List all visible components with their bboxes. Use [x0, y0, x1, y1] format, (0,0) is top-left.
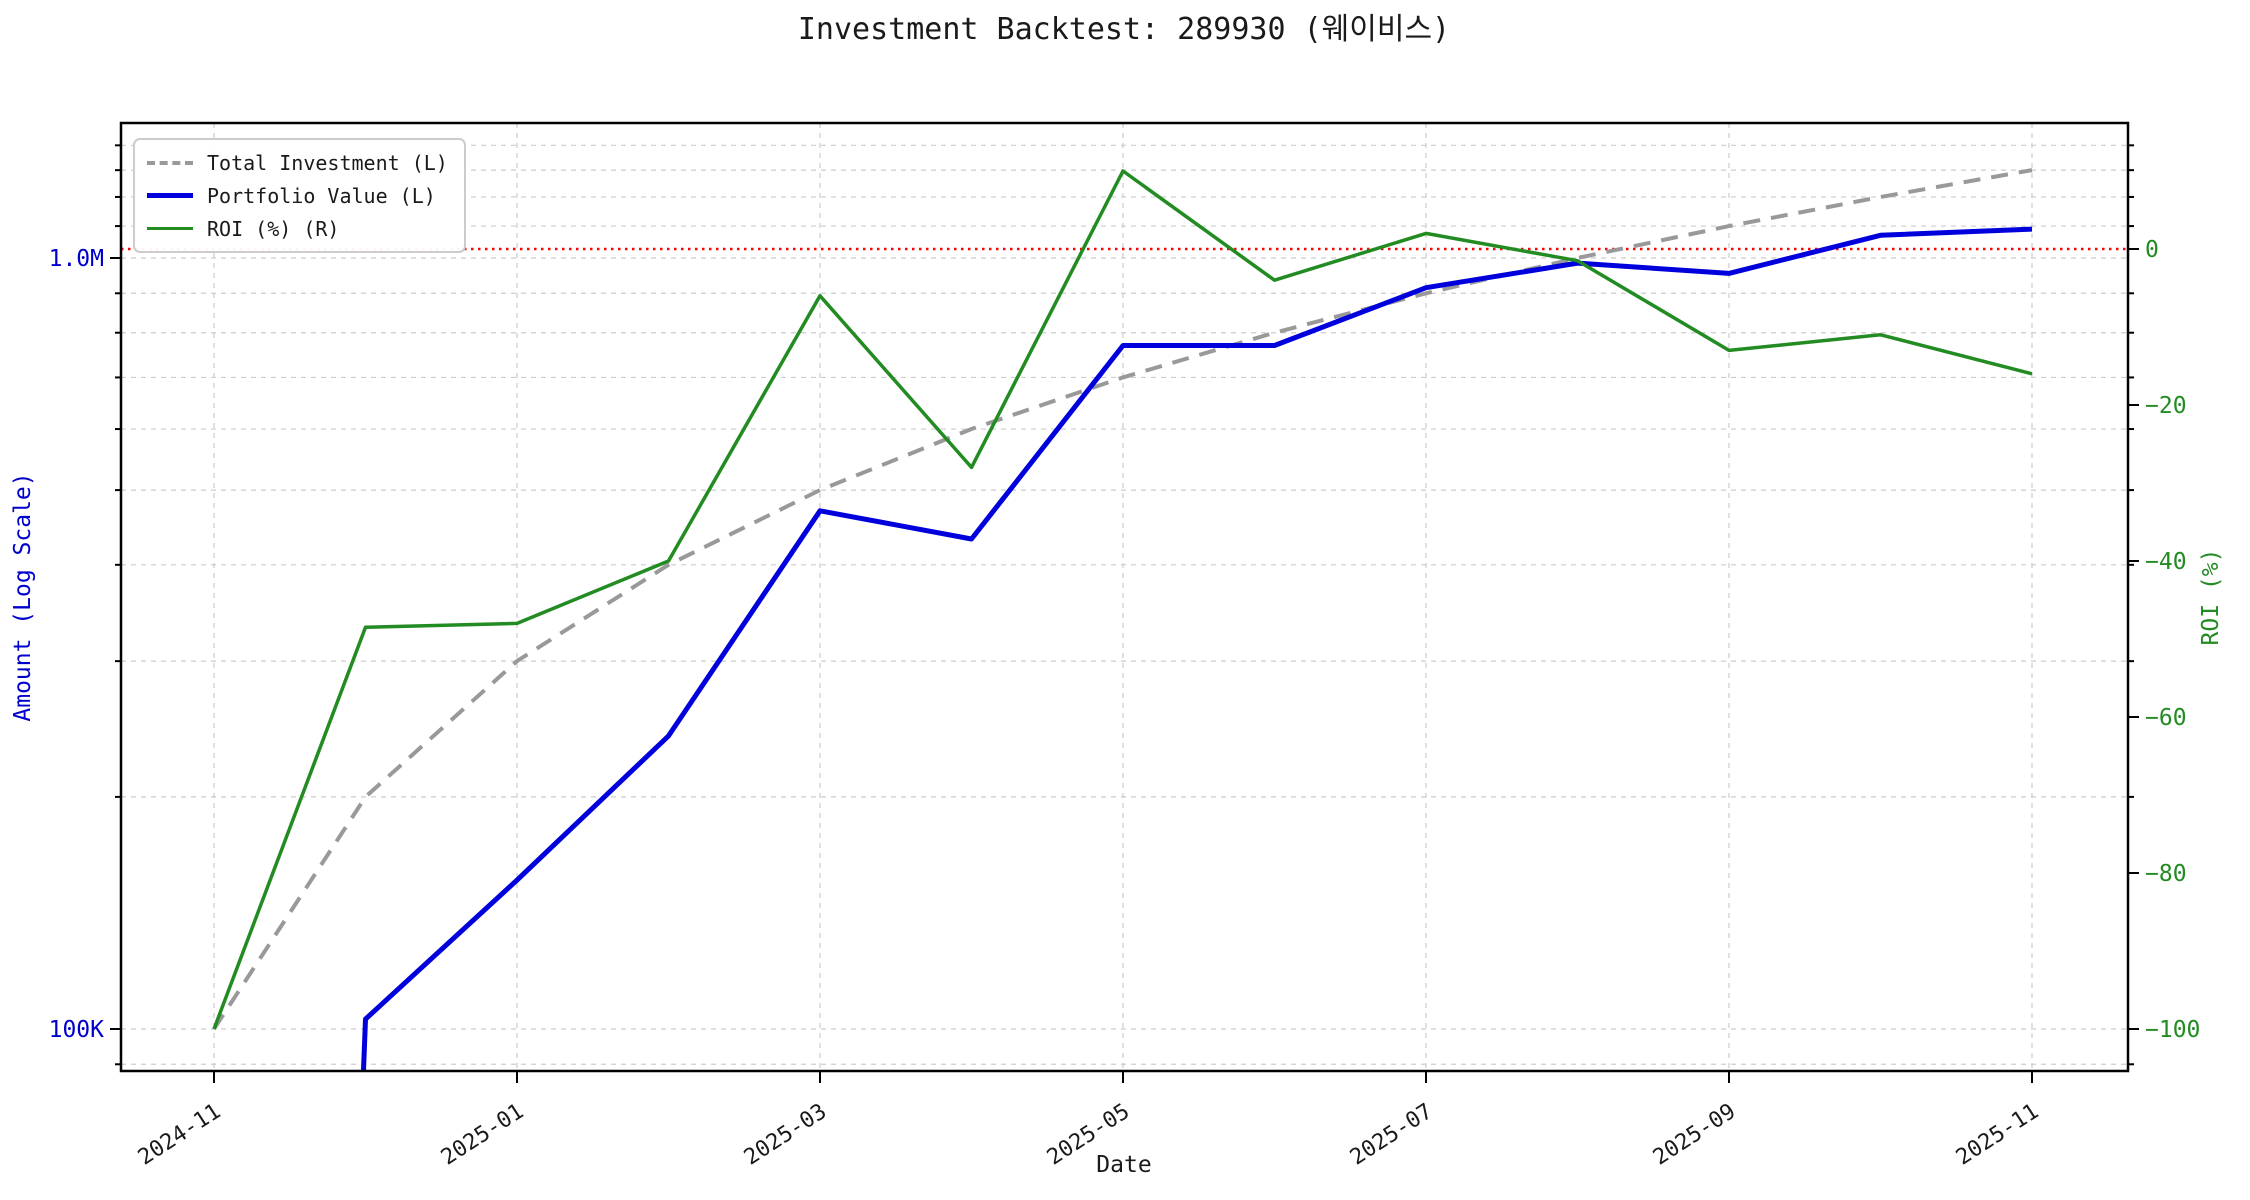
svg-text:−100: −100 — [2145, 1017, 2200, 1043]
svg-text:1.0M: 1.0M — [49, 246, 104, 272]
solid-line-swatch — [147, 193, 193, 198]
svg-text:0: 0 — [2145, 237, 2159, 263]
solid-line-swatch — [147, 227, 193, 230]
x-axis-title: Date — [1096, 1152, 1151, 1178]
legend-label: Portfolio Value (L) — [207, 183, 436, 208]
svg-text:100K: 100K — [49, 1017, 105, 1043]
right-axis-title: ROI (%) — [2198, 549, 2224, 646]
dashed-line-swatch — [147, 160, 193, 165]
left-axis-title: Amount (Log Scale) — [10, 472, 36, 721]
svg-text:−80: −80 — [2145, 861, 2187, 887]
svg-text:2025-07: 2025-07 — [1346, 1099, 1437, 1170]
axes-spines-and-ticks — [110, 121, 2139, 1083]
svg-text:2025-09: 2025-09 — [1649, 1099, 1740, 1170]
legend-item-roi: ROI (%) (R) — [147, 214, 448, 243]
svg-text:2025-11: 2025-11 — [1952, 1099, 2043, 1170]
legend-label: ROI (%) (R) — [207, 216, 340, 241]
svg-text:−20: −20 — [2145, 393, 2187, 419]
legend-item-portfolio-value: Portfolio Value (L) — [147, 181, 448, 210]
chart-title: Investment Backtest: 289930 (웨이비스) — [798, 12, 1450, 47]
svg-text:2024-11: 2024-11 — [134, 1099, 225, 1170]
svg-text:2025-01: 2025-01 — [437, 1099, 528, 1170]
svg-text:−40: −40 — [2145, 549, 2187, 575]
svg-text:2025-03: 2025-03 — [740, 1099, 831, 1170]
legend-label: Total Investment (L) — [207, 150, 448, 175]
data-series — [212, 168, 2033, 1071]
svg-text:−60: −60 — [2145, 705, 2187, 731]
legend: Total Investment (L) Portfolio Value (L)… — [133, 138, 466, 253]
gridlines — [121, 123, 2128, 1071]
legend-item-total-investment: Total Investment (L) — [147, 148, 448, 177]
